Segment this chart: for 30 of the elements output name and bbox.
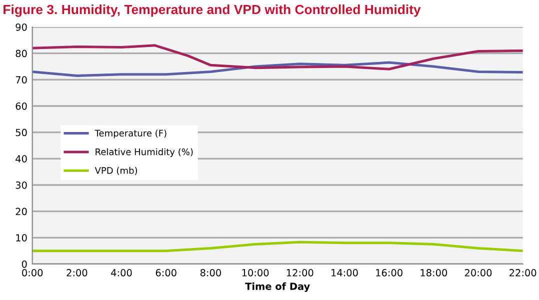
x-tick-label: 14:00 (332, 269, 358, 276)
line-series (32, 61, 523, 77)
x-tick-label: 20:00 (464, 269, 492, 276)
x-axis-title: Time of Day (245, 282, 310, 292)
line-series (32, 240, 523, 252)
x-tick-label: 22:00 (510, 269, 536, 276)
y-tick-label: 30 (16, 181, 27, 189)
x-tick-label: 16:00 (376, 269, 402, 276)
y-tick-label: 10 (16, 234, 27, 242)
line-series (32, 44, 523, 70)
chart-title: Figure 3. Humidity, Temperature and VPD with Controlled Humidity (4, 4, 421, 17)
y-tick-label: 50 (16, 128, 27, 136)
legend-label: Relative Humidity (%) (96, 148, 193, 157)
y-tick-label: 60 (16, 102, 27, 110)
y-tick-label: 80 (16, 50, 27, 58)
x-tick-label: 6:00 (156, 269, 176, 276)
y-tick-label: 20 (16, 208, 27, 216)
x-tick-label: 8:00 (200, 269, 221, 276)
x-tick-label: 10:00 (242, 269, 269, 276)
legend-label: VPD (mb) (94, 166, 138, 175)
y-tick-label: 40 (16, 155, 27, 162)
x-tick-label: 4:00 (111, 269, 132, 276)
y-tick-label: 90 (16, 23, 27, 31)
x-tick-label: 0:00 (22, 269, 43, 276)
x-tick-label: 12:00 (286, 269, 314, 276)
x-tick-label: 18:00 (420, 269, 448, 276)
y-tick-label: 70 (16, 76, 27, 84)
x-tick-label: 2:00 (66, 269, 88, 276)
y-tick-label: 0 (22, 260, 27, 268)
legend-label: Temperature (F) (94, 130, 166, 138)
